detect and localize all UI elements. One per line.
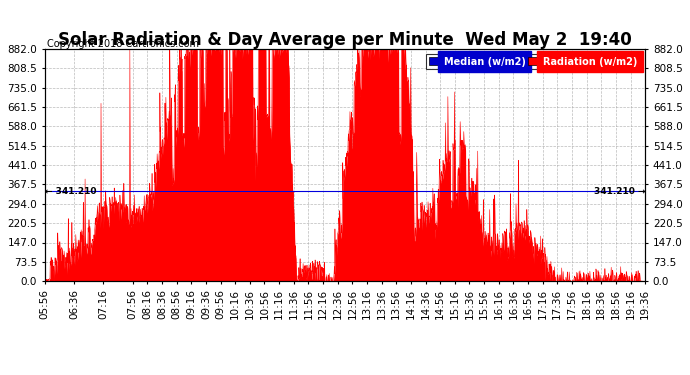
Title: Solar Radiation & Day Average per Minute  Wed May 2  19:40: Solar Radiation & Day Average per Minute… [58,31,632,49]
Legend: Median (w/m2), Radiation (w/m2): Median (w/m2), Radiation (w/m2) [426,54,640,69]
Text: Copyright 2018 Cartronics.com: Copyright 2018 Cartronics.com [47,39,199,50]
Text: ← 341.210: ← 341.210 [45,187,97,196]
Text: 341.210 →: 341.210 → [593,187,645,196]
